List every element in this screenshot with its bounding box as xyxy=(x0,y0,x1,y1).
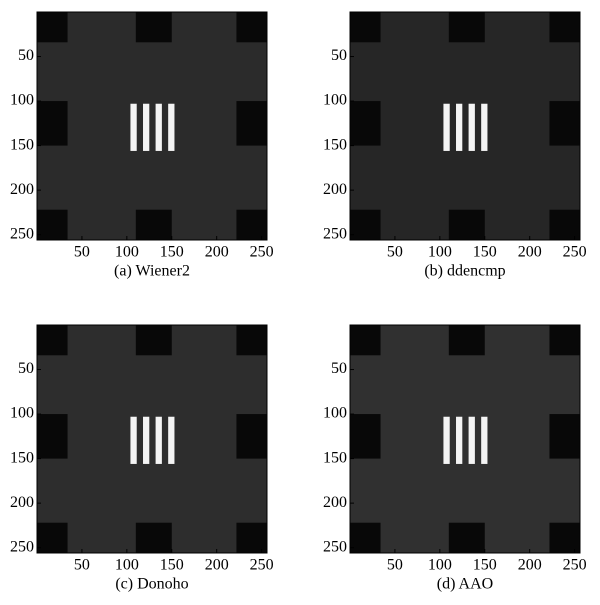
x-tick-label: 100 xyxy=(428,557,452,574)
caption: (d) AAO xyxy=(437,576,493,593)
y-tick-label: 250 xyxy=(10,538,34,555)
x-tick-label: 150 xyxy=(160,244,184,261)
dark-square xyxy=(350,12,381,42)
y-tick-label: 100 xyxy=(10,92,34,109)
x-tick-label: 100 xyxy=(428,244,452,261)
white-bar xyxy=(469,104,475,151)
image-background xyxy=(350,12,580,240)
x-tick-label: 150 xyxy=(473,557,497,574)
y-tick-label: 150 xyxy=(10,136,34,153)
image-background xyxy=(350,325,580,553)
dark-square xyxy=(37,210,68,240)
dark-square xyxy=(449,325,485,355)
white-bar xyxy=(443,104,449,151)
dark-square xyxy=(549,101,580,146)
dark-square xyxy=(136,523,172,553)
white-bar xyxy=(481,417,487,464)
image-background xyxy=(37,12,267,240)
dark-square xyxy=(236,210,267,240)
white-bar xyxy=(143,417,149,464)
y-tick-label: 50 xyxy=(331,47,347,64)
dark-square xyxy=(549,414,580,459)
x-tick-label: 150 xyxy=(473,244,497,261)
x-tick-label: 50 xyxy=(74,244,90,261)
x-tick-label: 250 xyxy=(250,244,274,261)
white-bar xyxy=(130,417,136,464)
dark-square xyxy=(350,414,381,459)
image-background xyxy=(37,325,267,553)
x-tick-label: 200 xyxy=(518,244,542,261)
x-tick-label: 50 xyxy=(387,557,403,574)
x-tick-label: 250 xyxy=(563,244,587,261)
white-bar xyxy=(456,417,462,464)
dark-square xyxy=(449,210,485,240)
dark-square xyxy=(549,210,580,240)
white-bar xyxy=(143,104,149,151)
dark-square xyxy=(37,101,68,146)
caption: (b) ddencmp xyxy=(424,263,505,280)
dark-square xyxy=(549,325,580,355)
y-tick-label: 200 xyxy=(323,494,347,511)
x-tick-label: 100 xyxy=(115,244,139,261)
y-tick-label: 200 xyxy=(10,181,34,198)
dark-square xyxy=(136,325,172,355)
dark-square xyxy=(236,414,267,459)
caption: (a) Wiener2 xyxy=(114,263,190,280)
y-tick-label: 150 xyxy=(323,449,347,466)
dark-square xyxy=(236,325,267,355)
dark-square xyxy=(549,523,580,553)
dark-square xyxy=(136,210,172,240)
dark-square xyxy=(37,414,68,459)
y-tick-label: 50 xyxy=(18,47,34,64)
white-bar xyxy=(168,417,174,464)
y-tick-label: 100 xyxy=(323,405,347,422)
y-tick-label: 100 xyxy=(323,92,347,109)
y-tick-label: 150 xyxy=(323,136,347,153)
dark-square xyxy=(350,523,381,553)
y-tick-label: 150 xyxy=(10,449,34,466)
y-tick-label: 250 xyxy=(323,225,347,242)
dark-square xyxy=(549,12,580,42)
white-bar xyxy=(481,104,487,151)
x-tick-label: 50 xyxy=(74,557,90,574)
white-bar xyxy=(168,104,174,151)
white-bar xyxy=(156,104,162,151)
y-tick-label: 250 xyxy=(323,538,347,555)
y-tick-label: 200 xyxy=(10,494,34,511)
white-bar xyxy=(469,417,475,464)
x-tick-label: 250 xyxy=(250,557,274,574)
y-tick-label: 50 xyxy=(331,360,347,377)
figure: 50 100 150 200 250 50 100 150 200 250 (a) Wiener2 5… xyxy=(0,0,600,605)
y-tick-label: 200 xyxy=(323,181,347,198)
x-tick-label: 50 xyxy=(387,244,403,261)
dark-square xyxy=(449,523,485,553)
dark-square xyxy=(449,12,485,42)
y-tick-label: 250 xyxy=(10,225,34,242)
white-bar xyxy=(456,104,462,151)
x-tick-label: 200 xyxy=(205,244,229,261)
x-tick-label: 200 xyxy=(205,557,229,574)
dark-square xyxy=(350,325,381,355)
dark-square xyxy=(136,12,172,42)
caption: (c) Donoho xyxy=(115,576,188,593)
dark-square xyxy=(37,325,68,355)
white-bar xyxy=(156,417,162,464)
white-bar xyxy=(130,104,136,151)
white-bar xyxy=(443,417,449,464)
dark-square xyxy=(350,210,381,240)
x-tick-label: 100 xyxy=(115,557,139,574)
dark-square xyxy=(350,101,381,146)
dark-square xyxy=(37,12,68,42)
x-tick-label: 250 xyxy=(563,557,587,574)
dark-square xyxy=(236,101,267,146)
y-tick-label: 50 xyxy=(18,360,34,377)
dark-square xyxy=(37,523,68,553)
dark-square xyxy=(236,12,267,42)
x-tick-label: 150 xyxy=(160,557,184,574)
x-tick-label: 200 xyxy=(518,557,542,574)
dark-square xyxy=(236,523,267,553)
y-tick-label: 100 xyxy=(10,405,34,422)
